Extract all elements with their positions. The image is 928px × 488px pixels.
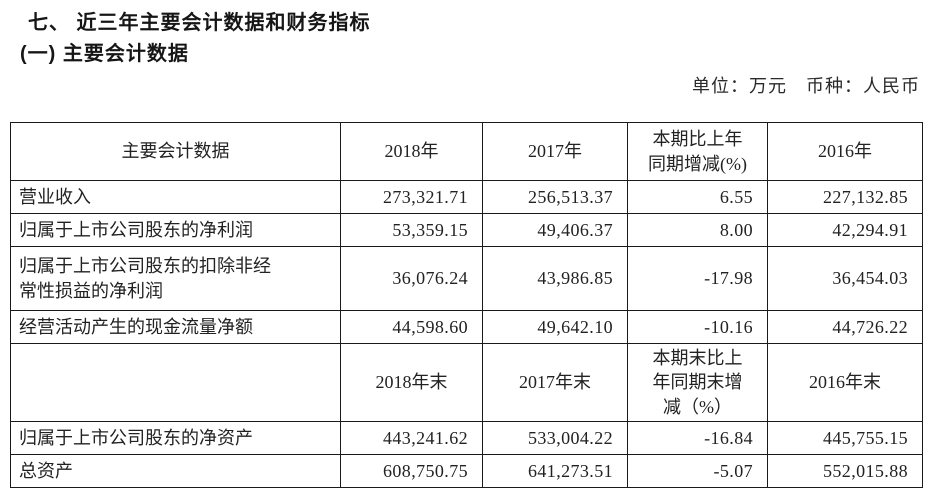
table-cell: 44,726.22 xyxy=(767,310,923,344)
row-label: 归属于上市公司股东的净利润 xyxy=(10,213,341,247)
table-cell: 445,755.15 xyxy=(767,420,923,455)
section-title: 七、 近三年主要会计数据和财务指标 xyxy=(28,12,371,34)
table-cell: 49,406.37 xyxy=(482,213,628,247)
row-label: 经营活动产生的现金流量净额 xyxy=(10,310,341,344)
table-header-row: 主要会计数据 2018年 2017年 本期比上年 同期增减(%) 2016年 xyxy=(10,122,923,181)
row-label: 营业收入 xyxy=(10,180,341,214)
table-header-cell-empty xyxy=(10,343,341,422)
table-header-cell-2017-end: 2017年末 xyxy=(482,343,628,422)
table-cell: -16.84 xyxy=(627,420,768,455)
table-cell: 49,642.10 xyxy=(482,310,628,344)
table-cell: 36,454.03 xyxy=(767,246,923,311)
table-cell: 641,273.51 xyxy=(482,453,628,488)
table-cell: -10.16 xyxy=(627,310,768,344)
row-label: 归属于上市公司股东的净资产 xyxy=(10,420,341,455)
table-cell: 533,004.22 xyxy=(482,420,628,455)
table-header-cell-2017: 2017年 xyxy=(482,122,628,181)
table-cell: 44,598.60 xyxy=(340,310,483,344)
table-header-cell-2018: 2018年 xyxy=(340,122,483,181)
table-header-row-year-end: 2018年末 2017年末 本期末比上 年同期末增 减（%） 2016年末 xyxy=(10,343,923,422)
table-row-net-profit-excl-nonrecurring: 归属于上市公司股东的扣除非经 常性损益的净利润 36,076.24 43,986… xyxy=(10,246,923,311)
table-row-total-assets: 总资产 608,750.75 641,273.51 -5.07 552,015.… xyxy=(10,453,923,488)
table-cell: -5.07 xyxy=(627,453,768,488)
table-cell: 6.55 xyxy=(627,180,768,214)
table-header-cell-2016: 2016年 xyxy=(767,122,923,181)
table-cell: 608,750.75 xyxy=(340,453,483,488)
table-row-net-assets: 归属于上市公司股东的净资产 443,241.62 533,004.22 -16.… xyxy=(10,420,923,455)
row-label: 总资产 xyxy=(10,453,341,488)
table-header-cell-metric: 主要会计数据 xyxy=(10,122,341,181)
subsection-title: (一) 主要会计数据 xyxy=(20,43,189,65)
table-cell: 552,015.88 xyxy=(767,453,923,488)
table-cell: 256,513.37 xyxy=(482,180,628,214)
table-cell: 43,986.85 xyxy=(482,246,628,311)
table-row-net-profit: 归属于上市公司股东的净利润 53,359.15 49,406.37 8.00 4… xyxy=(10,213,923,247)
table-cell: 36,076.24 xyxy=(340,246,483,311)
table-cell: 42,294.91 xyxy=(767,213,923,247)
table-cell: 227,132.85 xyxy=(767,180,923,214)
table-cell: 273,321.71 xyxy=(340,180,483,214)
financial-data-table: 主要会计数据 2018年 2017年 本期比上年 同期增减(%) 2016年 营… xyxy=(10,122,923,488)
document-page: { "document": { "section_title": "七、 近三年… xyxy=(10,12,923,488)
table-cell: 53,359.15 xyxy=(340,213,483,247)
table-cell: 443,241.62 xyxy=(340,420,483,455)
unit-note: 单位：万元 币种：人民币 xyxy=(692,76,920,96)
table-row-revenue: 营业收入 273,321.71 256,513.37 6.55 227,132.… xyxy=(10,180,923,214)
table-header-cell-change: 本期比上年 同期增减(%) xyxy=(627,122,768,181)
table-row-operating-cash-flow: 经营活动产生的现金流量净额 44,598.60 49,642.10 -10.16… xyxy=(10,310,923,344)
table-header-cell-2018-end: 2018年末 xyxy=(340,343,483,422)
table-cell: -17.98 xyxy=(627,246,768,311)
table-cell: 8.00 xyxy=(627,213,768,247)
table-header-cell-2016-end: 2016年末 xyxy=(767,343,923,422)
table-header-cell-end-change: 本期末比上 年同期末增 减（%） xyxy=(627,343,768,422)
row-label: 归属于上市公司股东的扣除非经 常性损益的净利润 xyxy=(10,246,341,311)
